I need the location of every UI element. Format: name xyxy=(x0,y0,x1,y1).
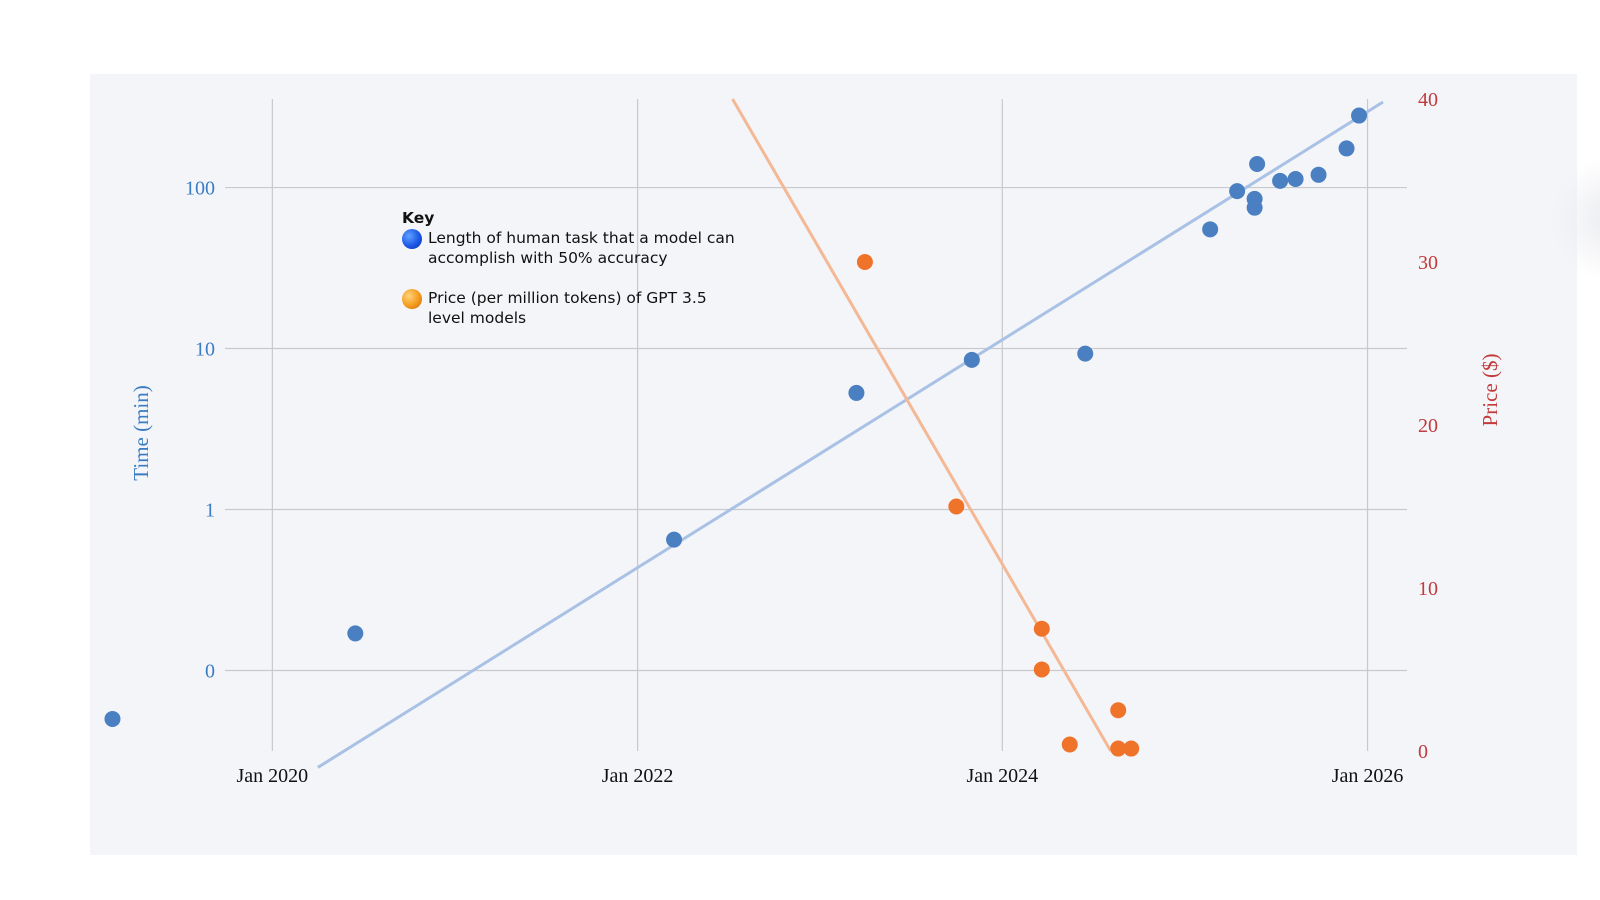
y-left-tick-label: 1 xyxy=(205,500,215,522)
task-length-point xyxy=(1310,166,1327,183)
task-length-point xyxy=(1077,345,1094,362)
task-length-point xyxy=(347,625,364,642)
task-length-point xyxy=(1246,199,1263,216)
price-point xyxy=(1110,740,1127,757)
x-tick-label: Jan 2020 xyxy=(237,765,309,787)
legend-entry-price: Price (per million tokens) of GPT 3.5 le… xyxy=(402,288,742,328)
y-left-axis-title: Time (min) xyxy=(129,385,153,480)
task-length-trendline xyxy=(317,100,1384,769)
x-tick-label: Jan 2024 xyxy=(966,765,1038,787)
scatter-chart: Jan 2020 Jan 2022 Jan 2024 Jan 2026 0 1 10 100 0… xyxy=(104,89,1502,787)
y-right-axis-title: Price ($) xyxy=(1478,354,1502,427)
price-point xyxy=(948,498,965,515)
blue-dot-icon xyxy=(402,229,422,249)
y-right-tick-label: 20 xyxy=(1418,415,1438,437)
legend-entry-task-length: Length of human task that a model can ac… xyxy=(402,228,742,268)
price-trendline xyxy=(731,98,1113,752)
y-right-tick-label: 10 xyxy=(1418,578,1438,600)
task-length-point xyxy=(963,351,980,368)
x-tick-label: Jan 2022 xyxy=(602,765,674,787)
price-point xyxy=(1033,620,1050,637)
legend-title: Key xyxy=(402,209,435,227)
legend-label-price: Price (per million tokens) of GPT 3.5 le… xyxy=(428,289,707,327)
price-point xyxy=(1110,702,1127,719)
orange-dot-icon xyxy=(402,289,422,309)
price-point xyxy=(856,254,873,270)
task-length-point xyxy=(1351,107,1368,124)
y-right-tick-label: 30 xyxy=(1418,252,1438,274)
price-point xyxy=(1061,736,1078,753)
task-length-point xyxy=(1338,140,1355,157)
task-length-point xyxy=(1202,221,1219,238)
chart-panel: Jan 2020 Jan 2022 Jan 2024 Jan 2026 0 1 10 100 0… xyxy=(90,74,1600,855)
x-tick-label: Jan 2026 xyxy=(1332,765,1404,787)
y-left-tick-label: 10 xyxy=(195,339,215,361)
y-right-tick-label: 0 xyxy=(1418,741,1428,763)
y-right-tick-label: 40 xyxy=(1418,89,1438,111)
task-length-point xyxy=(1272,172,1289,189)
task-length-point xyxy=(666,531,683,548)
task-length-point xyxy=(1249,156,1266,173)
price-point xyxy=(1123,740,1140,757)
task-length-point xyxy=(104,710,121,727)
task-length-point xyxy=(848,384,865,401)
task-length-point xyxy=(1287,170,1304,187)
legend: Key Length of human task that a model ca… xyxy=(402,208,742,328)
price-point xyxy=(1033,661,1050,678)
y-left-tick-label: 0 xyxy=(205,661,215,683)
task-length-point xyxy=(1229,183,1246,200)
y-left-tick-label: 100 xyxy=(185,178,215,200)
legend-label-task-length: Length of human task that a model can ac… xyxy=(428,229,735,267)
